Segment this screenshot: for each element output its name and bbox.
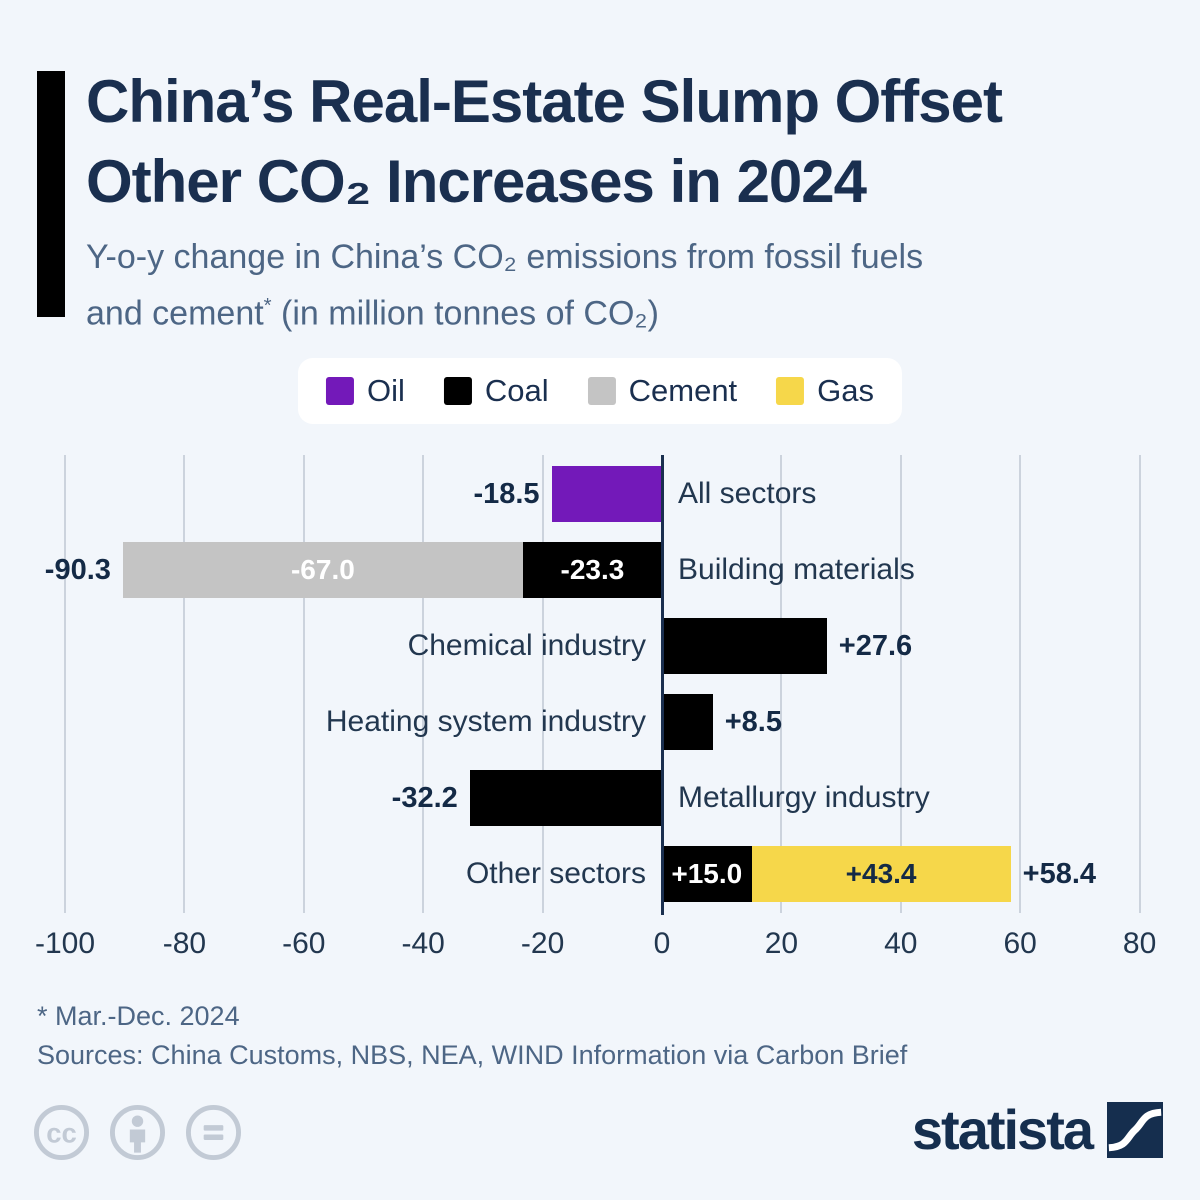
- legend-swatch-cement: [587, 377, 616, 405]
- total-value-label-heating-system-industry: +8.5: [724, 706, 782, 738]
- x-tick-label--20: -20: [520, 927, 565, 960]
- gridline-40: [899, 455, 902, 913]
- title-accent-bar: [37, 71, 65, 317]
- category-label-other-sectors: Other sectors: [465, 857, 646, 890]
- legend-swatch-coal: [443, 377, 472, 405]
- x-tick-label-80: 80: [1122, 927, 1157, 960]
- segment-value-label: +43.4: [845, 858, 917, 889]
- equals-icon: [185, 1104, 242, 1161]
- x-tick-label-60: 60: [1003, 927, 1037, 960]
- bar-segment-coal-metallurgy-industry: [469, 770, 662, 826]
- bar-segment-cement-building-materials: -67.0: [122, 542, 523, 598]
- category-label-all-sectors: All sectors: [678, 477, 817, 510]
- gridline-20: [780, 455, 783, 913]
- title-line-2: Other CO₂ Increases in 2024: [86, 148, 867, 215]
- subtitle-line-2-text: and cement: [86, 294, 264, 333]
- bar-segment-oil-all-sectors: [551, 466, 662, 522]
- legend-swatch-gas: [776, 377, 805, 405]
- cc-icon: cc: [33, 1104, 90, 1161]
- total-value-label-chemical-industry: +27.6: [838, 630, 913, 662]
- bar-segment-coal-other-sectors: +15.0: [662, 846, 752, 902]
- x-tick-label-20: 20: [764, 927, 799, 960]
- bar-chart: -100 -80 -60 -40 -20 0 20 40 60 80 All sectors -18.…: [0, 455, 1200, 985]
- footnote: * Mar.-Dec. 2024: [37, 1001, 240, 1031]
- zero-axis-line: [660, 455, 664, 915]
- category-label-metallurgy-industry: Metallurgy industry: [678, 781, 930, 814]
- page-title: China’s Real-Estate Slump Offset Other C…: [86, 62, 1003, 222]
- gridline--60: [302, 455, 305, 913]
- legend-item-cement: Cement: [587, 373, 738, 409]
- total-value-label-building-materials: -90.3: [44, 554, 111, 586]
- x-tick-label--80: -80: [162, 927, 207, 960]
- subtitle-line-2: and cement* (in million tonnes of CO₂): [86, 282, 923, 338]
- category-label-chemical-industry: Chemical industry: [407, 629, 646, 662]
- legend-swatch-oil: [325, 377, 354, 405]
- bar-segment-coal-heating-system-industry: [662, 694, 713, 750]
- legend-label-oil: Oil: [366, 373, 405, 408]
- gridline-80: [1138, 455, 1141, 913]
- total-value-label-metallurgy-industry: -32.2: [391, 782, 458, 814]
- statista-logo-icon: [1107, 1102, 1163, 1158]
- chart-subtitle: Y-o-y change in China’s CO₂ emissions fr…: [86, 233, 923, 338]
- gridline--40: [422, 455, 425, 913]
- x-tick-label--60: -60: [282, 927, 326, 960]
- x-tick-label--100: -100: [34, 927, 96, 960]
- gridline--80: [183, 455, 186, 913]
- legend-label-gas: Gas: [817, 373, 875, 408]
- gridline--20: [541, 455, 544, 913]
- x-tick-label-0: 0: [653, 927, 671, 960]
- person-icon: [109, 1104, 166, 1161]
- statista-wordmark: statista: [911, 1098, 1094, 1161]
- legend-label-coal: Coal: [484, 373, 549, 408]
- subtitle-line-1: Y-o-y change in China’s CO₂ emissions fr…: [86, 238, 924, 276]
- subtitle-line-2-unit: (in million tonnes of CO₂): [271, 294, 659, 333]
- legend-label-cement: Cement: [628, 373, 738, 408]
- sources: Sources: China Customs, NBS, NEA, WIND I…: [37, 1040, 908, 1070]
- legend-item-coal: Coal: [443, 373, 549, 409]
- bar-segment-gas-other-sectors: +43.4: [751, 846, 1011, 902]
- segment-value-label: -67.0: [290, 554, 355, 585]
- x-tick-label--40: -40: [401, 927, 445, 960]
- x-tick-label-40: 40: [884, 927, 918, 960]
- license-icons: cc: [33, 1104, 242, 1161]
- total-value-label-other-sectors: +58.4: [1022, 858, 1097, 890]
- legend-item-oil: Oil: [325, 373, 405, 409]
- total-value-label-all-sectors: -18.5: [473, 478, 540, 510]
- bar-segment-coal-building-materials: -23.3: [522, 542, 662, 598]
- bar-segment-coal-chemical-industry: [662, 618, 827, 674]
- footnote-asterisk: *: [263, 295, 272, 317]
- segment-value-label: -23.3: [560, 554, 625, 585]
- svg-text:cc: cc: [46, 1117, 77, 1148]
- statista-logo: statista: [912, 1100, 1163, 1160]
- gridline-60: [1019, 455, 1022, 913]
- title-line-1: China’s Real-Estate Slump Offset: [86, 68, 1003, 135]
- legend-item-gas: Gas: [776, 373, 874, 409]
- legend: Oil Coal Cement Gas: [297, 358, 903, 424]
- segment-value-label: +15.0: [671, 858, 743, 889]
- category-label-heating-system-industry: Heating system industry: [325, 705, 646, 738]
- gridline--100: [64, 455, 66, 913]
- category-label-building-materials: Building materials: [678, 553, 915, 586]
